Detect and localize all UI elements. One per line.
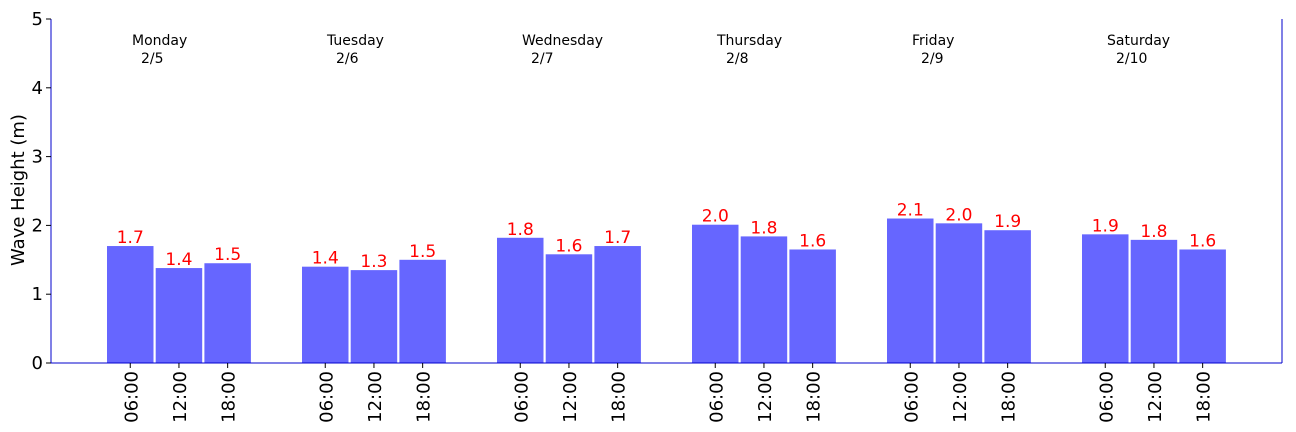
bar: [594, 246, 641, 363]
day-date-label: 2/7: [531, 51, 554, 67]
bar: [789, 249, 836, 363]
bar: [1130, 239, 1178, 363]
bar: [107, 246, 154, 363]
bar-value-label: 2.0: [702, 207, 729, 227]
x-tick-label: 18:00: [219, 371, 240, 423]
y-tick-label: 3: [32, 147, 43, 168]
x-tick-label: 06:00: [511, 371, 532, 423]
day-date-label: 2/6: [336, 51, 359, 67]
text-layer: 0 1 2 3 4 5 Monday 2/5 1.7 06:00 1.4 12:00 1.5 18:00 T…: [32, 9, 1217, 423]
day-name-label: Friday: [912, 33, 954, 49]
bar: [545, 254, 593, 363]
x-tick-label: 06:00: [316, 371, 337, 423]
bars-layer: [107, 218, 1226, 363]
x-tick-label: 12:00: [950, 371, 971, 423]
x-tick-label: 18:00: [609, 371, 630, 423]
bar: [692, 224, 739, 363]
y-tick-label: 5: [32, 9, 43, 30]
bar-value-label: 1.6: [555, 236, 582, 256]
x-tick-label: 18:00: [804, 371, 825, 423]
y-tick-label: 1: [32, 284, 43, 305]
x-tick-label: 06:00: [706, 371, 727, 423]
bar: [399, 259, 446, 363]
day-name-label: Thursday: [716, 33, 782, 49]
bar-value-label: 2.0: [945, 205, 972, 225]
bar-value-label: 1.6: [1189, 231, 1216, 251]
x-tick-label: 06:00: [121, 371, 142, 423]
bar-value-label: 1.3: [360, 252, 387, 272]
x-tick-label: 12:00: [1145, 371, 1166, 423]
bar-value-label: 1.8: [507, 220, 534, 240]
bar: [204, 263, 251, 363]
bar-value-label: 1.4: [312, 249, 339, 269]
bar: [350, 270, 398, 363]
x-tick-label: 12:00: [755, 371, 776, 423]
day-date-label: 2/5: [141, 51, 164, 67]
x-tick-label: 06:00: [901, 371, 922, 423]
bar-value-label: 1.9: [994, 212, 1021, 232]
bar: [302, 266, 349, 363]
x-tick-label: 12:00: [365, 371, 386, 423]
bar-value-label: 1.7: [117, 228, 144, 248]
y-tick-label: 2: [32, 215, 43, 236]
bar: [155, 268, 203, 363]
y-tick-label: 0: [32, 353, 43, 374]
day-name-label: Tuesday: [326, 33, 384, 49]
bar-value-label: 1.8: [1140, 222, 1167, 242]
x-tick-label: 12:00: [170, 371, 191, 423]
bar: [887, 218, 934, 363]
y-axis-label: Wave Height (m): [8, 114, 29, 266]
bar-value-label: 2.1: [897, 201, 924, 221]
bar: [1082, 234, 1129, 363]
bar-value-label: 1.5: [409, 242, 436, 262]
bar-value-label: 1.8: [750, 218, 777, 238]
day-name-label: Wednesday: [522, 33, 603, 49]
x-tick-label: 18:00: [414, 371, 435, 423]
x-tick-label: 12:00: [560, 371, 581, 423]
bar: [984, 230, 1031, 363]
day-date-label: 2/10: [1116, 51, 1147, 67]
x-tick-label: 18:00: [999, 371, 1020, 423]
day-date-label: 2/9: [921, 51, 944, 67]
bar: [740, 236, 788, 363]
bar-value-label: 1.9: [1092, 216, 1119, 236]
bar: [935, 223, 983, 363]
day-date-label: 2/8: [726, 51, 749, 67]
bar: [497, 237, 544, 363]
x-tick-label: 06:00: [1096, 371, 1117, 423]
y-tick-label: 4: [32, 78, 43, 99]
day-name-label: Saturday: [1107, 33, 1170, 49]
day-name-label: Monday: [132, 33, 187, 49]
bar-value-label: 1.6: [799, 231, 826, 251]
bar-value-label: 1.4: [165, 250, 192, 270]
x-tick-label: 18:00: [1194, 371, 1215, 423]
bar-value-label: 1.5: [214, 245, 241, 265]
bar: [1179, 249, 1226, 363]
axes-layer: [46, 18, 1283, 368]
bar-value-label: 1.7: [604, 228, 631, 248]
